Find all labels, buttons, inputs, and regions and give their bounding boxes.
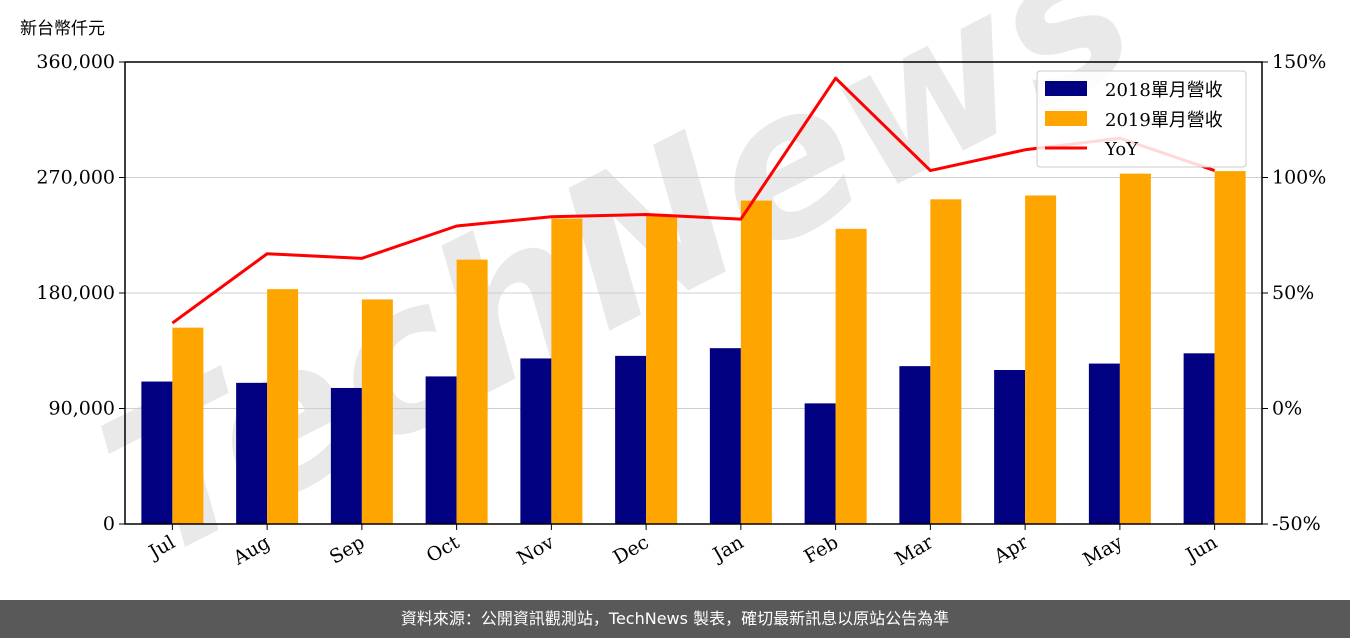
bar-2018-jun [1183,353,1215,524]
bar-2019-jul [172,327,204,524]
x-tick-label: Feb [800,531,842,568]
bar-2019-apr [1025,195,1057,524]
bar-2018-may [1088,363,1120,524]
bar-2018-oct [425,376,457,524]
legend-box [1036,70,1247,168]
x-tick-label: Nov [513,531,558,570]
left-tick-label: 90,000 [49,398,115,420]
legend-swatch-2019 [1045,111,1087,126]
bar-2018-aug [236,382,268,524]
bar-2019-oct [456,259,488,524]
source-footer: 資料來源：公開資訊觀測站，TechNews 製表，確切最新訊息以原站公告為準 [0,600,1350,638]
bar-2019-jan [740,200,772,524]
right-tick-label: 50% [1272,282,1314,304]
left-tick-label: 270,000 [36,167,115,189]
bar-2019-jun [1214,171,1246,525]
bar-2019-feb [835,228,867,525]
x-tick-label: May [1079,531,1126,571]
right-tick-label: -50% [1272,513,1321,535]
bar-2018-nov [520,358,552,524]
x-tick-label: Dec [609,531,652,569]
x-tick-label: Mar [891,531,937,570]
bar-2018-apr [994,370,1026,524]
left-tick-label: 180,000 [36,282,115,304]
legend-swatch-2018 [1045,81,1087,96]
bar-2018-mar [899,366,931,524]
left-tick-label: 360,000 [36,51,115,73]
bar-2019-nov [551,218,583,525]
bar-2019-dec [646,214,678,524]
x-tick-label: Jan [708,531,748,567]
left-tick-label: 0 [103,513,115,535]
bar-2018-jan [709,348,741,524]
x-tick-label: Sep [326,531,369,568]
legend: 2018單月營收 2019單月營收 YoY [1036,70,1247,168]
bars [141,171,1246,525]
y-axis-unit-label: 新台幣仟元 [20,19,105,39]
legend-label-2018: 2018單月營收 [1105,80,1223,101]
right-tick-label: 100% [1272,167,1326,189]
right-tick-label: 150% [1272,51,1326,73]
bar-2018-dec [615,355,647,524]
revenue-chart: TechNews 090,000180,000270,000360,000-50… [36,0,1326,600]
bar-2019-aug [267,289,299,524]
bar-2018-feb [804,403,836,524]
legend-label-2019: 2019單月營收 [1105,110,1223,131]
right-tick-label: 0% [1272,398,1302,420]
x-tick-label: Oct [423,531,464,567]
x-tick-label: Jun [1181,531,1222,567]
bar-2019-mar [930,199,962,525]
bar-2019-may [1119,173,1151,524]
bar-2018-sep [330,387,362,524]
bar-2019-sep [361,299,393,524]
legend-label-yoy: YoY [1104,139,1139,160]
bar-2018-jul [141,381,173,524]
x-tick-label: Apr [989,531,1032,568]
grid-lines [125,177,1262,409]
